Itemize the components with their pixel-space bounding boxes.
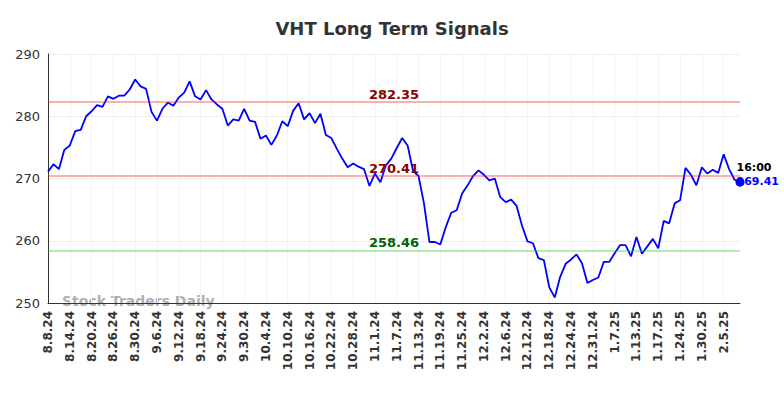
svg-text:258.46: 258.46	[369, 235, 419, 250]
svg-text:12.24.24: 12.24.24	[564, 311, 578, 370]
svg-text:11.13.24: 11.13.24	[412, 311, 426, 370]
svg-text:9.18.24: 9.18.24	[194, 311, 208, 362]
svg-text:2.5.25: 2.5.25	[717, 311, 731, 354]
svg-text:270: 270	[15, 171, 40, 186]
svg-text:9.30.24: 9.30.24	[237, 311, 251, 362]
svg-text:280: 280	[15, 109, 40, 124]
svg-text:8.8.24: 8.8.24	[41, 311, 55, 354]
svg-text:1.30.25: 1.30.25	[695, 311, 709, 362]
svg-text:11.7.24: 11.7.24	[390, 311, 404, 362]
svg-text:12.2.24: 12.2.24	[477, 311, 491, 362]
svg-text:10.28.24: 10.28.24	[346, 311, 360, 370]
svg-text:10.16.24: 10.16.24	[303, 311, 317, 370]
svg-text:269.41: 269.41	[737, 175, 779, 188]
svg-text:12.31.24: 12.31.24	[586, 311, 600, 370]
svg-text:8.14.24: 8.14.24	[63, 311, 77, 362]
svg-text:270.41: 270.41	[369, 161, 419, 176]
svg-text:10.10.24: 10.10.24	[281, 311, 295, 370]
svg-text:1.17.25: 1.17.25	[651, 311, 665, 362]
svg-text:11.19.24: 11.19.24	[433, 311, 447, 370]
svg-text:11.25.24: 11.25.24	[455, 311, 469, 370]
svg-text:9.24.24: 9.24.24	[215, 311, 229, 362]
svg-text:1.24.25: 1.24.25	[673, 311, 687, 362]
svg-text:12.18.24: 12.18.24	[542, 311, 556, 370]
svg-text:9.12.24: 9.12.24	[172, 311, 186, 362]
svg-text:8.20.24: 8.20.24	[85, 311, 99, 362]
svg-text:1.13.25: 1.13.25	[629, 311, 643, 362]
svg-text:8.30.24: 8.30.24	[128, 311, 142, 362]
svg-text:10.4.24: 10.4.24	[259, 311, 273, 362]
svg-text:282.35: 282.35	[369, 87, 419, 102]
svg-text:290: 290	[15, 47, 40, 62]
svg-text:12.6.24: 12.6.24	[499, 311, 513, 362]
svg-text:260: 260	[15, 233, 40, 248]
svg-text:11.1.24: 11.1.24	[368, 311, 382, 362]
svg-text:250: 250	[15, 296, 40, 311]
svg-text:10.22.24: 10.22.24	[324, 311, 338, 370]
svg-text:8.26.24: 8.26.24	[106, 311, 120, 362]
svg-text:12.12.24: 12.12.24	[520, 311, 534, 370]
svg-text:16:00: 16:00	[737, 161, 772, 174]
svg-text:Stock Traders Daily: Stock Traders Daily	[62, 293, 215, 309]
svg-text:9.6.24: 9.6.24	[150, 311, 164, 354]
svg-text:VHT Long Term Signals: VHT Long Term Signals	[275, 18, 508, 39]
svg-text:1.7.25: 1.7.25	[608, 311, 622, 354]
